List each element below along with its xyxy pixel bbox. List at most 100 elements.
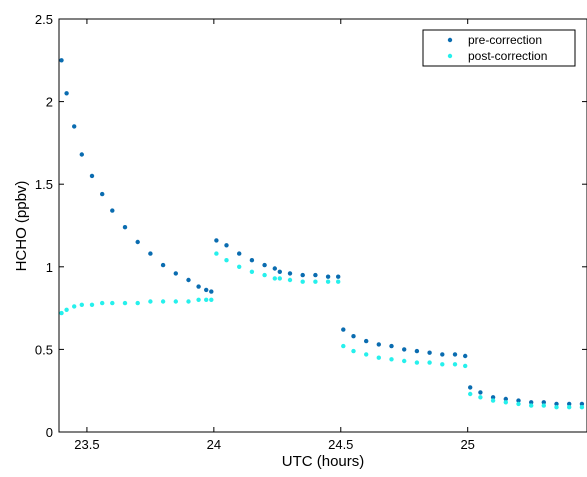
data-point [468, 385, 473, 390]
data-point [414, 360, 420, 365]
legend-box [422, 29, 576, 67]
x-tick-label: 25 [460, 437, 474, 452]
data-point [64, 91, 69, 96]
data-point [336, 274, 341, 279]
data-point [204, 287, 209, 293]
y-tick-label: 1.5 [35, 177, 53, 192]
data-point [196, 284, 201, 289]
data-point [463, 363, 468, 369]
data-point [325, 274, 331, 279]
data-point [160, 262, 166, 268]
data-point [478, 390, 483, 395]
data-point [376, 342, 381, 347]
x-tick-label: 24 [207, 437, 221, 452]
legend-marker-post-correction [447, 53, 453, 59]
data-point [287, 277, 293, 283]
data-point [336, 279, 341, 284]
data-point [64, 307, 69, 312]
legend-label-pre-correction: pre-correction [468, 33, 542, 47]
data-points [59, 58, 585, 410]
data-point [490, 395, 496, 400]
data-point [389, 343, 394, 349]
data-point [427, 360, 432, 365]
data-point [272, 266, 277, 271]
y-tick-label: 0 [46, 425, 53, 440]
data-point [277, 269, 282, 274]
data-point [427, 350, 432, 355]
legend-label-post-correction: post-correction [468, 49, 547, 63]
y-tick-label: 0.5 [35, 342, 53, 357]
data-point [89, 302, 95, 307]
data-point [300, 279, 305, 284]
data-point [186, 277, 191, 283]
data-point [110, 300, 115, 306]
data-point [529, 403, 534, 408]
data-point [579, 405, 585, 410]
data-point [135, 239, 140, 245]
data-point [100, 191, 105, 197]
data-point [173, 299, 178, 304]
x-tick-label: 23.5 [74, 437, 99, 452]
y-axis-label: HCHO (ppbv) [13, 181, 30, 272]
data-point [135, 300, 140, 306]
data-point [262, 272, 267, 278]
legend: pre-correction post-correction [422, 29, 576, 67]
data-point [122, 225, 128, 230]
data-point [402, 358, 407, 364]
data-point [72, 304, 77, 309]
data-point [277, 276, 282, 281]
data-point [249, 269, 255, 274]
data-point [351, 334, 356, 339]
y-tick-label: 2.5 [35, 12, 53, 27]
data-point [364, 352, 369, 357]
data-point [313, 272, 318, 278]
data-point [262, 262, 267, 268]
data-point [503, 400, 508, 405]
data-point [89, 173, 95, 179]
data-point [313, 279, 318, 284]
data-point [59, 310, 64, 316]
data-point [325, 279, 331, 284]
data-point [579, 401, 585, 407]
data-point [503, 396, 508, 402]
series-pre-correction [59, 58, 585, 407]
data-point [79, 302, 85, 307]
data-point [110, 208, 115, 213]
data-point [214, 251, 219, 256]
data-point [341, 327, 346, 332]
data-point [516, 398, 521, 403]
data-point [214, 238, 219, 243]
data-point [59, 58, 64, 63]
data-point [287, 271, 293, 276]
y-tick-label: 1 [46, 260, 53, 275]
data-point [173, 271, 178, 276]
data-point [237, 264, 242, 269]
data-point [452, 352, 458, 357]
data-point [567, 401, 572, 407]
data-point [376, 355, 381, 360]
data-point [100, 300, 105, 306]
data-point [478, 395, 483, 400]
data-point [541, 400, 546, 405]
data-point [529, 400, 534, 405]
y-tick-label: 2 [46, 95, 53, 110]
data-point [224, 243, 229, 248]
data-point [209, 289, 214, 294]
data-point [272, 276, 277, 281]
data-point [452, 362, 458, 367]
data-point [341, 343, 346, 349]
data-point [351, 348, 356, 354]
data-point [364, 338, 369, 344]
axis-ticks: 23.5 24 24.5 25 0 0.5 1 1.5 2 2.5 [35, 12, 587, 452]
data-point [209, 297, 214, 302]
data-point [160, 299, 166, 304]
data-point [300, 272, 305, 278]
data-point [122, 300, 128, 306]
x-tick-label: 24.5 [328, 437, 353, 452]
data-point [249, 258, 255, 263]
data-point [490, 398, 496, 403]
data-point [389, 357, 394, 362]
data-point [72, 124, 77, 129]
